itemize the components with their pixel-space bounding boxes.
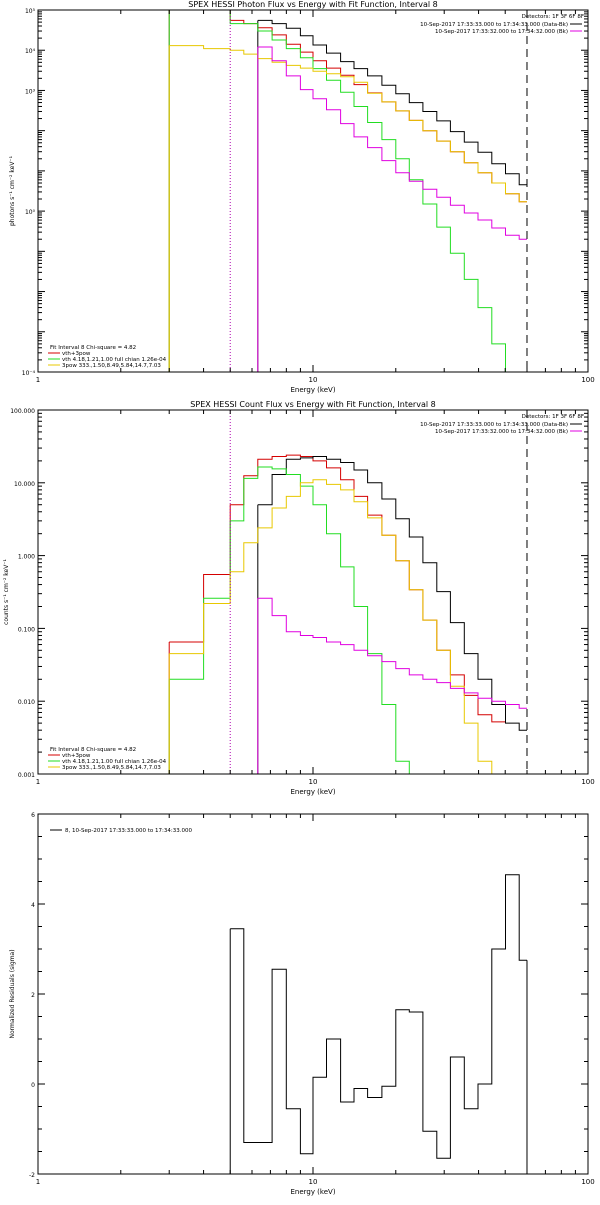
y-tick-label: 10⁰	[25, 209, 36, 216]
x-tick-label: 1	[36, 1178, 40, 1186]
series-line-2	[257, 19, 527, 186]
y-axis-label: counts s⁻¹ cm⁻² keV⁻¹	[3, 559, 10, 625]
detectors-label: Detectors: 1F 3F 6F 8F	[522, 14, 584, 20]
chart-title: SPEX HESSI Count Flux vs Energy with Fit…	[190, 400, 435, 409]
y-tick-label: 2	[31, 992, 35, 999]
x-tick-label: 100	[581, 1178, 594, 1186]
x-tick-label: 1	[36, 778, 40, 786]
legend-right-entry: 10-Sep-2017 17:33:32.000 to 17:34:32.000…	[435, 429, 568, 435]
legend-left-entry: 3pow 333.,1.50,8.49,5.84,14.7,7.03	[62, 363, 161, 369]
x-tick-label: 10	[309, 778, 318, 786]
x-axis-label: Energy (keV)	[290, 386, 335, 394]
y-tick-label: 10³	[25, 88, 36, 95]
y-tick-label: -2	[29, 1172, 35, 1179]
x-axis-label: Energy (keV)	[290, 1188, 335, 1196]
chart-panel-3: 1 10 100 Energy (keV) -2 0 2 4 6 Normalized Resid…	[9, 812, 595, 1196]
series-group	[229, 874, 528, 1174]
y-axis-label: photons s⁻¹ cm⁻² keV⁻¹	[9, 155, 16, 226]
legend-left-entry: vth 4.18,1.21,1.00 full chian 1.26e-04	[62, 357, 167, 363]
legend-left-entry: Fit Interval 8 Chi-square = 4.82	[50, 345, 136, 351]
y-tick-label: 10⁻⁴	[22, 370, 36, 377]
series-line-4	[169, 479, 506, 774]
series-line-1	[169, 454, 506, 723]
legend-left-entry: Fit Interval 8 Chi-square = 4.82	[50, 747, 136, 753]
x-tick-label: 10	[309, 376, 318, 384]
x-axis-label: Energy (keV)	[290, 788, 335, 796]
y-tick-label: 10⁴	[25, 48, 36, 55]
x-tick-label: 1	[36, 376, 40, 384]
y-axis-label: Normalized Residuals (sigma)	[9, 949, 16, 1038]
detectors-label: Detectors: 1F 3F 6F 8F	[522, 414, 584, 420]
legend-left-entry: 8, 10-Sep-2017 17:33:33.000 to 17:34:33.…	[65, 828, 192, 834]
legend-left-entry: vth 4.18,1.21,1.00 full chian 1.26e-04	[62, 759, 167, 765]
legend-right-entry: 10-Sep-2017 17:33:33.000 to 17:34:33.000…	[420, 422, 568, 428]
y-tick-label: 0	[31, 1082, 35, 1089]
legend-left-entry: vth+3pow	[62, 753, 91, 759]
series-line-1	[169, 10, 527, 203]
legend-left-entry: vth+3pow	[62, 351, 91, 357]
y-tick-label: 0.001	[18, 772, 35, 779]
x-tick-label: 10	[309, 1178, 318, 1186]
chart-panel-2: SPEX HESSI Count Flux vs Energy with Fit…	[3, 400, 595, 796]
series-line-5	[257, 46, 527, 240]
legend-right-entry: 10-Sep-2017 17:33:33.000 to 17:34:33.000…	[420, 22, 568, 28]
y-tick-label: 10⁵	[25, 8, 36, 15]
chart-title: SPEX HESSI Photon Flux vs Energy with Fi…	[188, 0, 438, 9]
series-line-5	[257, 597, 527, 709]
y-tick-label: 6	[31, 812, 35, 819]
y-tick-label: 0.100	[18, 626, 35, 633]
series-line-3	[169, 466, 506, 774]
y-tick-label: 4	[31, 902, 35, 909]
y-tick-label: 10.000	[14, 481, 35, 488]
series-line-1	[230, 874, 527, 1159]
y-tick-label: 1.000	[18, 554, 35, 561]
y-tick-label: 100.000	[10, 408, 35, 415]
y-tick-label: 0.010	[18, 699, 35, 706]
series-line-3	[169, 10, 527, 372]
x-tick-label: 100	[581, 778, 594, 786]
chart-panel-1: SPEX HESSI Photon Flux vs Energy with Fi…	[9, 0, 595, 394]
legend-left-entry: 3pow 333.,1.50,8.49,5.84,14.7,7.03	[62, 765, 161, 771]
legend-right-entry: 10-Sep-2017 17:33:32.000 to 17:34:32.000…	[435, 29, 568, 35]
x-tick-label: 100	[581, 376, 594, 384]
series-line-2	[257, 456, 527, 731]
series-group	[168, 10, 527, 372]
series-group	[168, 454, 527, 774]
